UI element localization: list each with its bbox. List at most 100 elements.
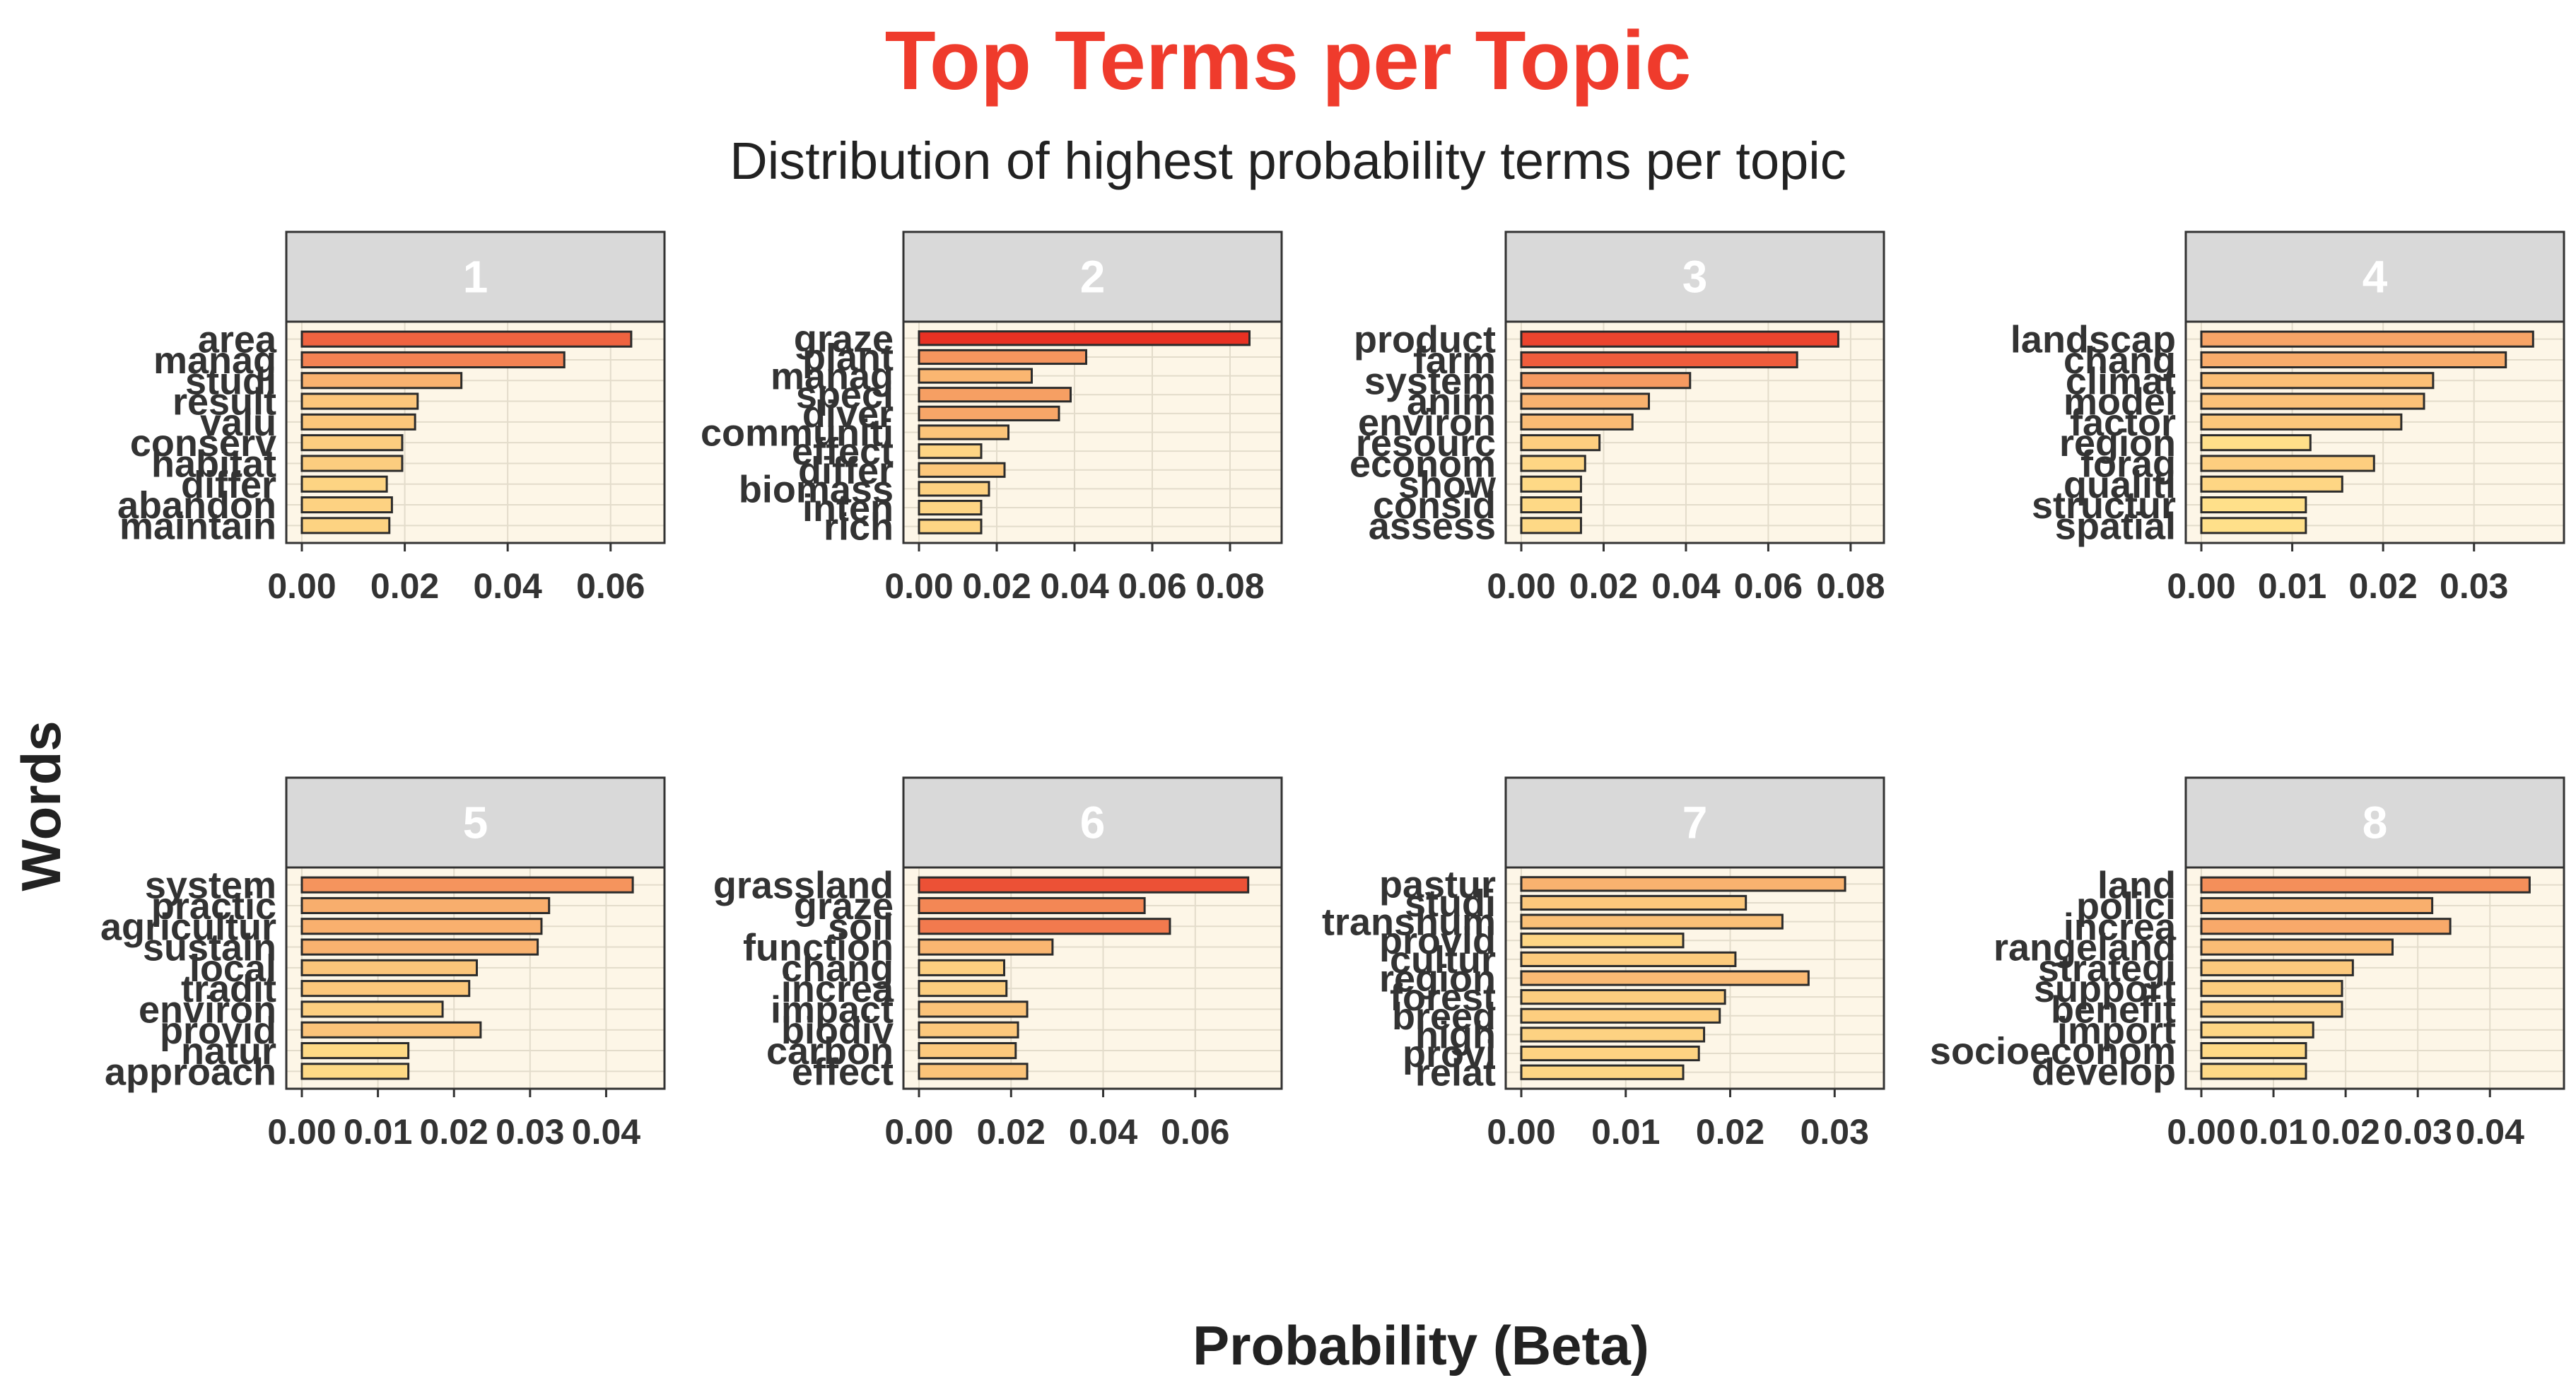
bar-farm — [1520, 351, 1798, 368]
x-tick-label: 0.01 — [1591, 1112, 1660, 1152]
bar-differ — [300, 475, 388, 493]
bar-carbon — [918, 1042, 1017, 1060]
term-label: effect — [792, 431, 894, 473]
term-label: strategi — [2038, 947, 2176, 990]
bar-environ — [1520, 413, 1634, 431]
x-axis-label: Probability (Beta) — [1193, 1314, 1649, 1376]
term-label: diver — [802, 393, 894, 436]
x-tick-label: 0.00 — [267, 1112, 336, 1152]
term-label: landscap — [2010, 319, 2176, 361]
bar-breed — [1520, 1007, 1721, 1024]
chart-subtitle: Distribution of highest probability term… — [730, 131, 1846, 190]
term-label: biodiv — [781, 1010, 894, 1052]
panel-topic-7: 7 pasturstuditranshumprovidculturregionfo… — [1322, 776, 1885, 1152]
term-label: resourc — [1356, 422, 1496, 464]
bar-rangeland — [2200, 938, 2394, 956]
bar-environ — [300, 1000, 444, 1018]
bar-consid — [1520, 496, 1582, 514]
term-label: cultur — [1390, 939, 1496, 981]
panel-border — [902, 866, 1283, 1090]
x-tick-label: 0.04 — [1040, 566, 1109, 606]
x-tick-label: 0.06 — [1118, 566, 1186, 606]
strip-label: 5 — [463, 797, 488, 848]
bar-diver — [918, 405, 1060, 421]
bar-chang — [918, 959, 1005, 976]
term-label: high — [1415, 1014, 1496, 1056]
bar-region — [1520, 970, 1810, 986]
x-tick-label: 0.03 — [1801, 1112, 1869, 1152]
bar-inten — [918, 499, 983, 516]
bar-sustain — [300, 938, 539, 956]
bar-approach — [300, 1063, 410, 1080]
x-tick-label: 0.04 — [1069, 1112, 1138, 1152]
panel-border — [2184, 320, 2565, 544]
bar-provid — [300, 1021, 482, 1039]
bar-biomass — [918, 481, 990, 497]
term-label: graze — [794, 885, 894, 928]
bar-spatial — [2200, 517, 2307, 534]
bar-differ — [918, 462, 1006, 478]
term-label: qualiti — [2063, 464, 2176, 506]
term-label: impact — [771, 988, 894, 1031]
bar-structur — [2200, 496, 2307, 514]
term-label: spatial — [2055, 505, 2176, 547]
panel-border — [2184, 866, 2565, 1090]
term-label: practic — [151, 885, 276, 928]
bar-biodiv — [918, 1021, 1019, 1039]
bar-system — [1520, 372, 1692, 390]
term-label: rich — [824, 506, 894, 549]
bar-resourc — [1520, 434, 1601, 452]
term-label: land — [2097, 865, 2176, 907]
term-label: grassland — [713, 865, 894, 907]
bar-product — [1520, 330, 1839, 348]
term-label: forest — [1390, 976, 1496, 1019]
bar-practic — [300, 896, 551, 914]
panel-border — [1504, 866, 1885, 1090]
term-label: econom — [1350, 443, 1496, 485]
bar-maintain — [300, 517, 391, 534]
panel-strip — [2184, 230, 2565, 323]
bar-result — [300, 392, 419, 410]
bar-rich — [918, 518, 983, 534]
bar-landscap — [2200, 330, 2534, 348]
term-label: differ — [181, 464, 276, 506]
term-label: region — [2059, 422, 2176, 464]
panel-border — [285, 866, 666, 1090]
term-label: develop — [2032, 1051, 2176, 1093]
bar-habitat — [300, 455, 404, 472]
bar-pastur — [1520, 876, 1846, 892]
term-label: environ — [1358, 402, 1496, 444]
panel-topic-4: 4 landscapchangclimatmodelfactorregionfor… — [2010, 230, 2565, 606]
bar-provid — [1520, 933, 1685, 949]
term-label: plant — [802, 337, 894, 379]
term-label: structur — [2032, 484, 2176, 527]
x-tick-label: 0.00 — [1487, 566, 1555, 606]
panel-border — [1504, 320, 1885, 544]
bar-manag — [918, 368, 1033, 384]
bar-function — [918, 938, 1054, 956]
bar-forest — [1520, 989, 1726, 1005]
bar-graze — [918, 330, 1251, 346]
bar-studi — [1520, 894, 1747, 911]
bar-region — [2200, 434, 2312, 452]
bar-support — [2200, 980, 2343, 998]
panel-topic-6: 6 grasslandgrazesoilfunctionchangincreaim… — [713, 776, 1283, 1152]
term-label: socioeconom — [1930, 1030, 2176, 1072]
term-label: tradit — [181, 968, 276, 1010]
term-label: factor — [2070, 402, 2176, 444]
term-label: inten — [802, 487, 894, 530]
bar-local — [300, 959, 478, 976]
strip-label: 7 — [1682, 797, 1708, 848]
y-axis-label: Words — [10, 720, 72, 891]
term-label: consid — [1373, 484, 1496, 527]
bar-strategi — [2200, 959, 2354, 976]
bar-model — [2200, 392, 2425, 410]
term-label: approach — [105, 1051, 276, 1093]
term-label: manag — [771, 356, 894, 398]
term-label: anim — [1407, 381, 1496, 423]
term-label: manag — [153, 339, 276, 382]
bar-land — [2200, 876, 2531, 894]
bar-soil — [918, 918, 1171, 935]
bar-transhum — [1520, 913, 1784, 930]
